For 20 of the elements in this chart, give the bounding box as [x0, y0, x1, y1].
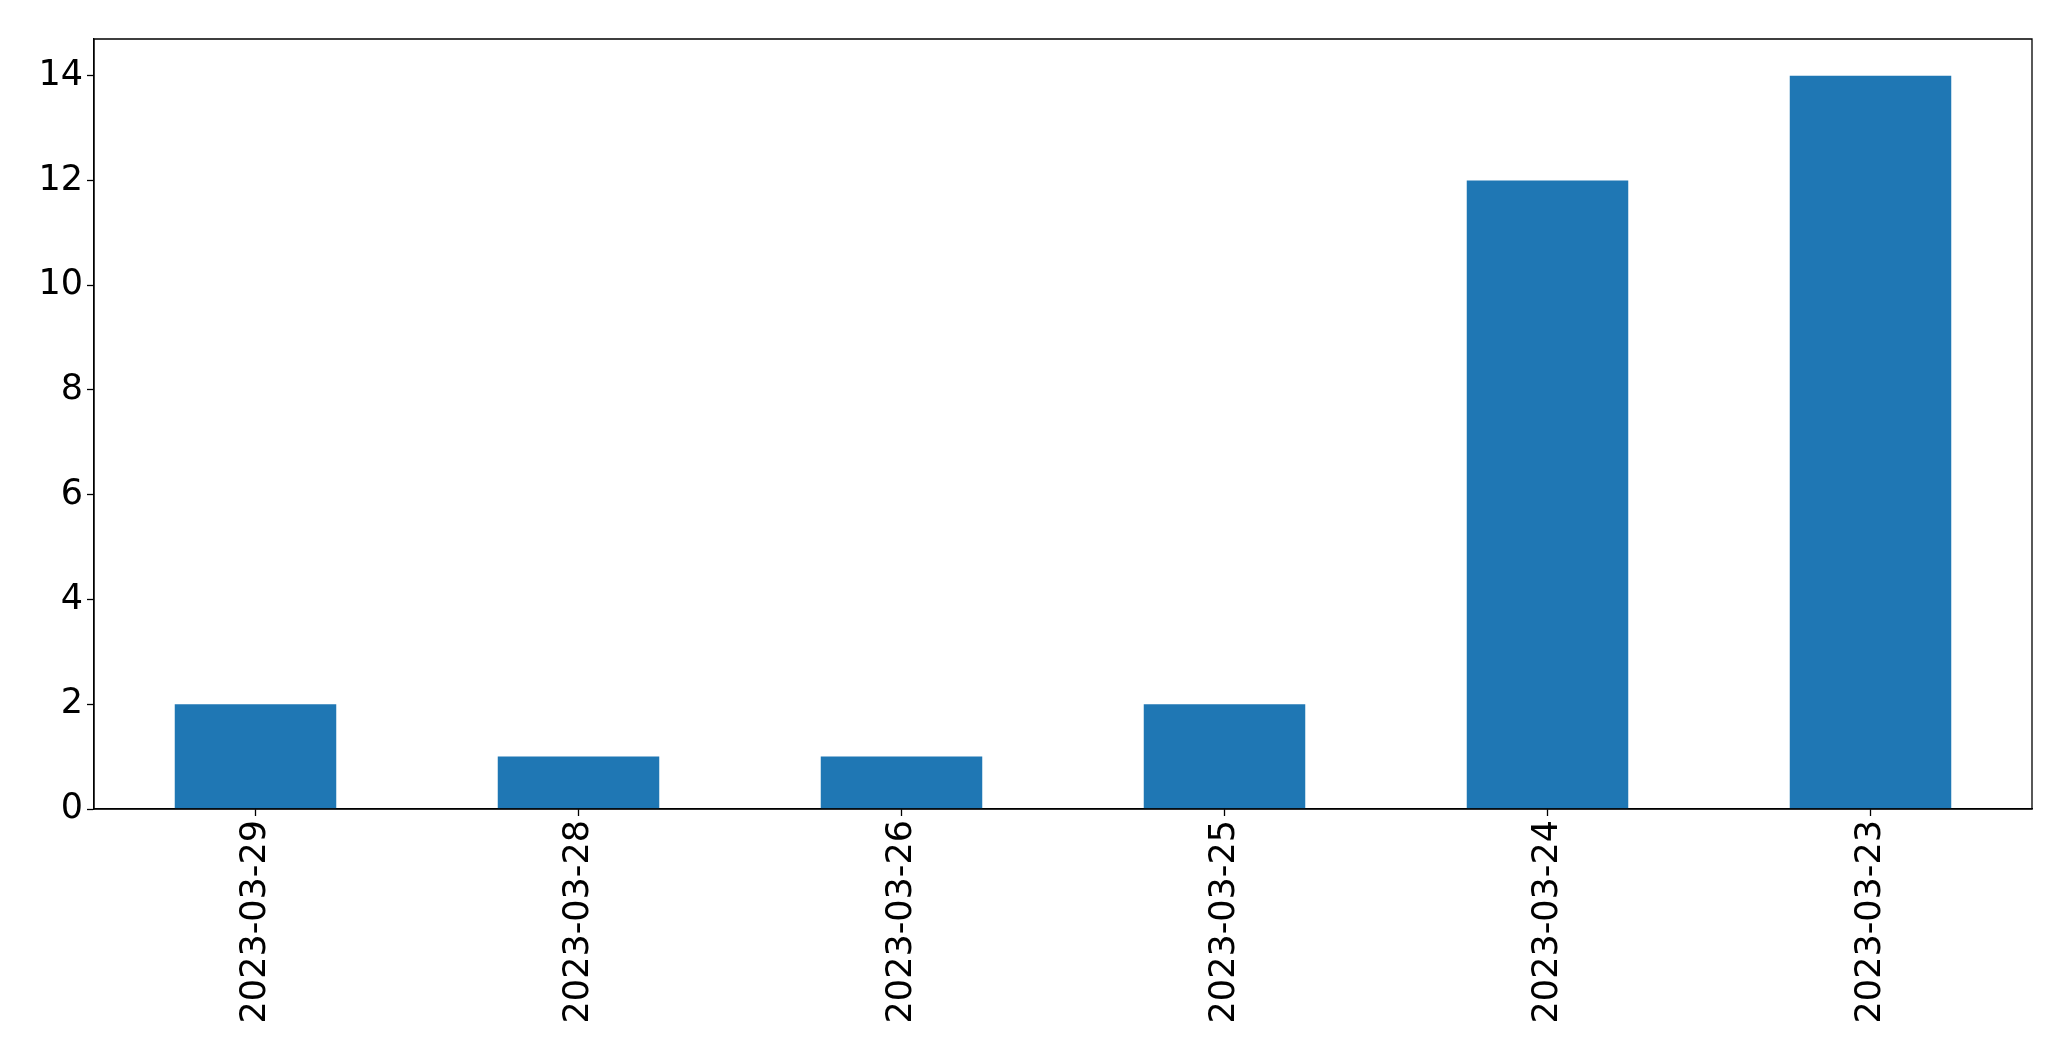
- x-tick-label: 2023-03-26: [878, 820, 919, 1024]
- x-tick-label: 2023-03-29: [232, 820, 273, 1024]
- x-tick-label: 2023-03-23: [1847, 820, 1888, 1024]
- y-tick-label: 6: [60, 471, 83, 512]
- bar: [1789, 75, 1952, 809]
- x-tick-label: 2023-03-28: [555, 820, 596, 1024]
- bar: [1466, 180, 1629, 809]
- y-tick-label: 0: [60, 786, 83, 827]
- x-tick-label: 2023-03-24: [1524, 820, 1565, 1024]
- bar: [1143, 704, 1306, 809]
- bar: [820, 756, 983, 809]
- y-tick-label: 10: [38, 262, 83, 303]
- x-tick-label: 2023-03-25: [1201, 820, 1242, 1024]
- y-tick-label: 12: [38, 157, 83, 198]
- y-tick-label: 8: [60, 367, 83, 408]
- y-tick-label: 14: [38, 52, 83, 93]
- y-tick-label: 2: [60, 681, 83, 722]
- bar: [497, 756, 660, 809]
- y-tick-label: 4: [60, 576, 83, 617]
- bar: [174, 704, 337, 809]
